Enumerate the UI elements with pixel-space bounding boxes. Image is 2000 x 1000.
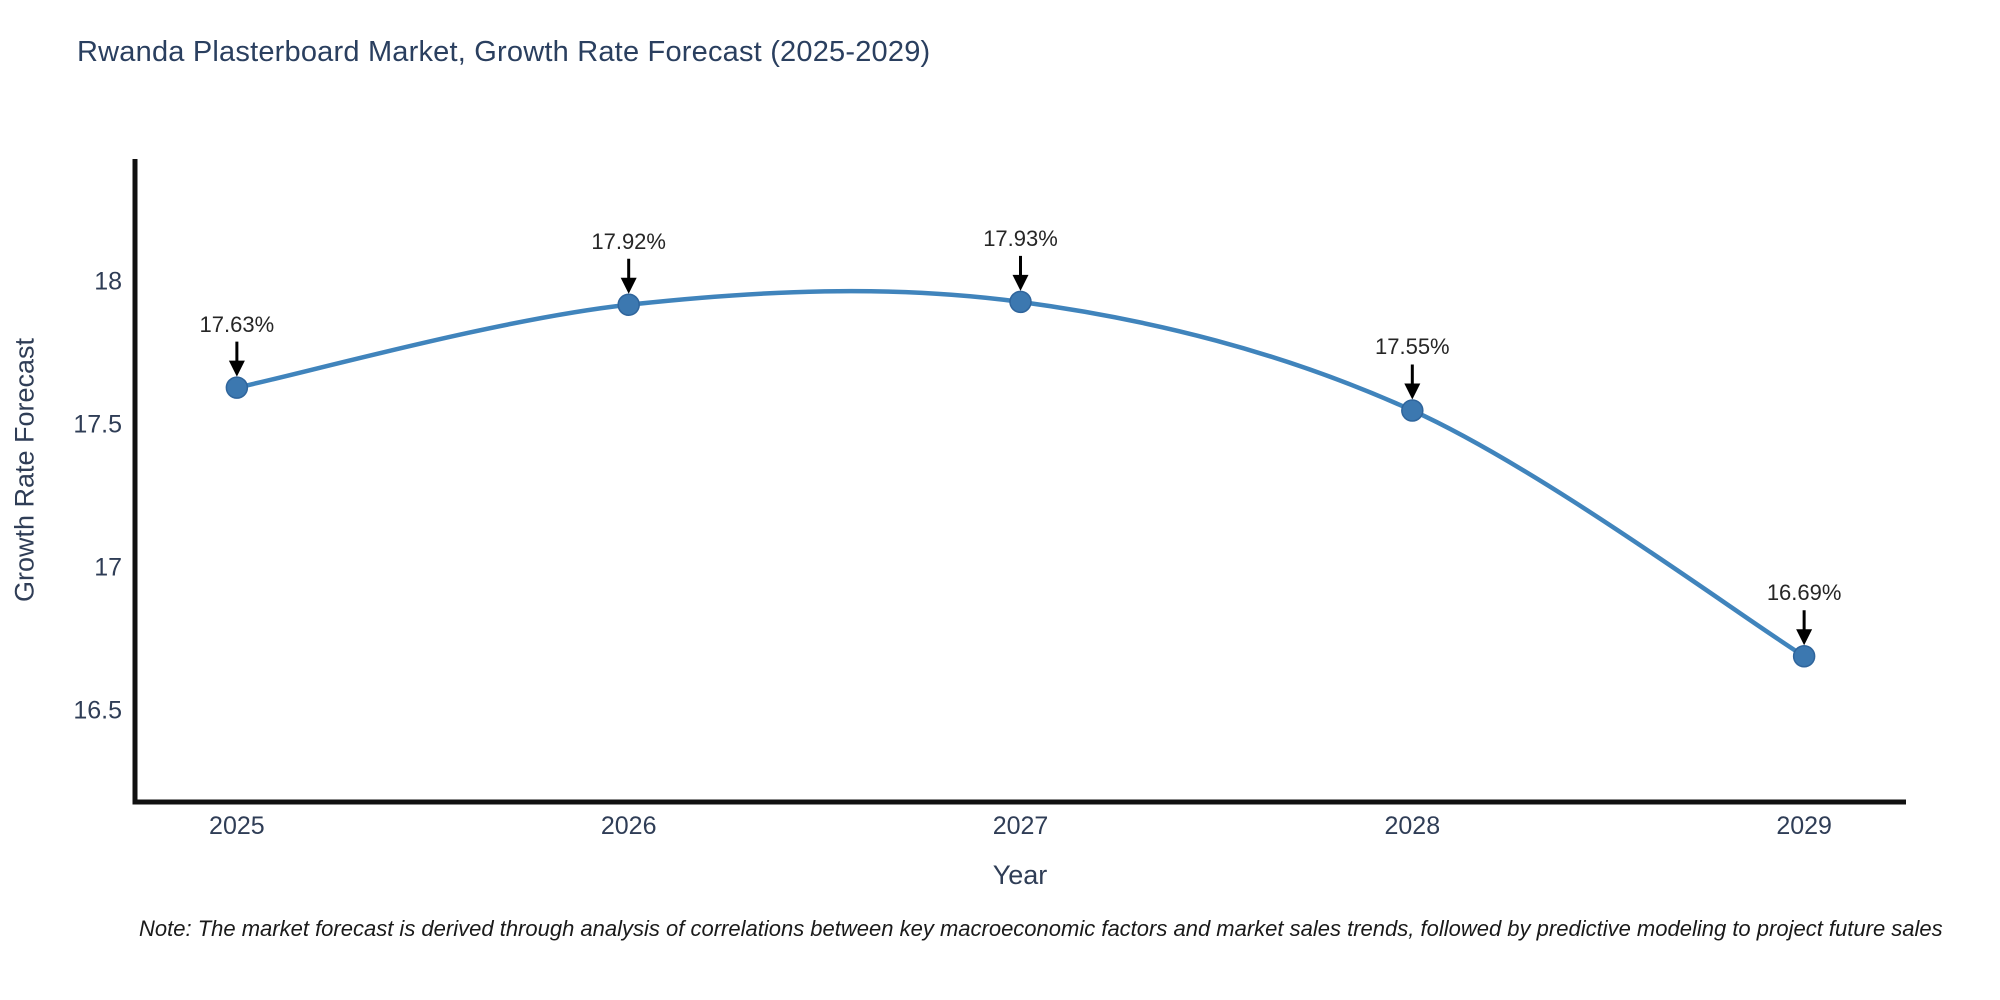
x-tick-label-2027: 2027 — [992, 812, 1049, 840]
data-point-2028 — [1401, 399, 1424, 422]
data-point-2025 — [225, 376, 249, 399]
arrow-head — [620, 277, 637, 294]
y-tick-label-17.5: 17.5 — [73, 410, 122, 439]
arrow-head — [1796, 629, 1813, 646]
annotation-label-2026: 17.92% — [591, 228, 666, 254]
footnote: Note: The market forecast is derived thr… — [139, 916, 1943, 941]
axis-spines — [132, 159, 1906, 805]
data-point-markers — [225, 290, 1816, 668]
annotation-label-2029: 16.69% — [1766, 580, 1842, 606]
annotation-label-2028: 17.55% — [1375, 334, 1450, 360]
data-point-2027 — [1009, 290, 1032, 314]
x-tick-label-2029: 2029 — [1776, 812, 1832, 840]
data-point-2026 — [617, 293, 640, 316]
arrow-head — [228, 360, 245, 377]
y-tick-label-17: 17 — [94, 553, 122, 582]
annotation-label-2025: 17.63% — [199, 311, 275, 337]
y-axis-title: Growth Rate Forecast — [9, 337, 40, 603]
y-tick-label-16.5: 16.5 — [73, 696, 122, 725]
arrow-head — [1012, 274, 1029, 291]
x-axis-title: Year — [992, 860, 1048, 890]
y-tick-label-18: 18 — [94, 267, 122, 296]
x-tick-label-2025: 2025 — [209, 812, 265, 840]
chart-title: Rwanda Plasterboard Market, Growth Rate … — [77, 36, 931, 68]
annotation-label-2027: 17.93% — [983, 225, 1058, 251]
annotation-arrows — [228, 255, 1813, 646]
data-point-2029 — [1792, 645, 1816, 668]
arrow-head — [1404, 383, 1421, 400]
x-tick-label-2026: 2026 — [600, 812, 657, 840]
x-tick-label-2028: 2028 — [1384, 812, 1441, 840]
forecast-line — [234, 288, 1807, 659]
